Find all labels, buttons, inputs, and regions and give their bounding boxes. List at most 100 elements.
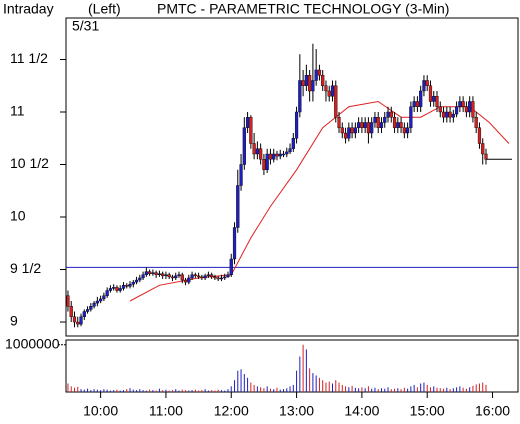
candle-body (278, 153, 282, 157)
candle-body (324, 85, 328, 92)
candle-body (121, 285, 126, 289)
candle-body (259, 148, 263, 160)
candle-body (357, 122, 361, 128)
candle-body (219, 277, 224, 280)
candle-body (216, 277, 220, 280)
candle-body (187, 277, 191, 283)
candle-body (281, 153, 286, 156)
candle-body (455, 106, 459, 115)
candle-body (448, 111, 452, 118)
candle-body (461, 101, 465, 107)
candle-body (206, 274, 210, 277)
candle-body (314, 69, 318, 81)
candle-body (373, 117, 377, 123)
chart-title: PMTC - PARAMETRIC TECHNOLOGY (3-Min) (157, 1, 449, 17)
candle-body (396, 122, 400, 128)
candle-body (288, 148, 292, 153)
candle-body (92, 302, 96, 307)
candle-body (370, 122, 374, 134)
candle-body (272, 153, 276, 160)
candle-body (366, 122, 371, 134)
candle-body (425, 80, 429, 86)
candle-body (389, 111, 393, 118)
candle-body (89, 306, 93, 310)
candle-body (210, 274, 214, 278)
candle-body (128, 284, 132, 287)
candle-body (183, 279, 188, 283)
candle-body (72, 316, 77, 323)
candle-body (161, 273, 165, 277)
candle-body (131, 281, 135, 285)
candle-body (464, 106, 468, 113)
candle-body (164, 274, 168, 277)
candle-body (298, 80, 302, 113)
candle-body (422, 80, 426, 92)
x-tick-label: 15:00 (410, 403, 445, 419)
candle-body (412, 101, 416, 107)
candle-body (481, 143, 485, 155)
candle-body (376, 117, 380, 128)
candle-body (134, 279, 139, 283)
candle-body (79, 316, 83, 325)
candle-body (330, 85, 335, 97)
candle-body (350, 127, 354, 134)
candle-body (419, 90, 423, 107)
candle-body (471, 101, 475, 118)
candle-body (379, 122, 384, 128)
candle-body (294, 111, 299, 139)
candle-body (304, 75, 308, 86)
candle-body (268, 153, 273, 160)
candle-body (334, 85, 338, 118)
y-tick-label: 11 (10, 103, 25, 119)
volume-tick-label: 1000000 (5, 335, 60, 351)
candle-body (200, 276, 204, 279)
candle-body (321, 75, 325, 86)
candle-body (180, 274, 184, 281)
candle-body (458, 101, 462, 107)
candle-body (226, 274, 230, 278)
candle-body (343, 132, 348, 139)
candle-body (66, 295, 70, 307)
candle-body (432, 96, 436, 102)
candle-body (82, 311, 86, 317)
candle-body (99, 298, 103, 302)
candle-body (174, 275, 178, 279)
candle-body (327, 90, 331, 97)
y-tick-label: 11 1/2 (10, 50, 48, 66)
candle-body (265, 153, 269, 170)
candle-body (262, 159, 266, 170)
y-tick-label: 10 (10, 208, 26, 224)
candle-body (415, 101, 420, 107)
x-tick-label: 16:00 (475, 403, 510, 419)
candle-body (223, 276, 227, 279)
volume-frame (65, 339, 519, 393)
x-tick-label: 14:00 (344, 403, 379, 419)
y-tick-label: 9 1/2 (10, 260, 41, 276)
candle-body (285, 151, 289, 155)
y-tick-label: 9 (10, 313, 18, 329)
candle-body (95, 300, 99, 304)
candle-body (445, 111, 449, 118)
candle-body (347, 127, 351, 139)
candle-body (402, 127, 406, 134)
candle-body (144, 271, 148, 275)
candle-body (477, 127, 482, 144)
candle-body (360, 122, 364, 128)
candle-body (441, 111, 446, 118)
candle-body (203, 275, 207, 279)
candle-body (118, 288, 122, 291)
x-tick-label: 10:00 (83, 403, 118, 419)
candle-body (193, 274, 197, 277)
candle-body (317, 69, 322, 76)
candle-body (138, 277, 142, 281)
candle-body (236, 185, 240, 228)
candle-body (399, 122, 403, 128)
x-tick-label: 12:00 (214, 403, 249, 419)
candle-body (76, 321, 80, 325)
candle-body (386, 111, 390, 118)
candle-body (438, 106, 442, 113)
candle-body (157, 273, 162, 275)
candle-body (232, 227, 237, 260)
